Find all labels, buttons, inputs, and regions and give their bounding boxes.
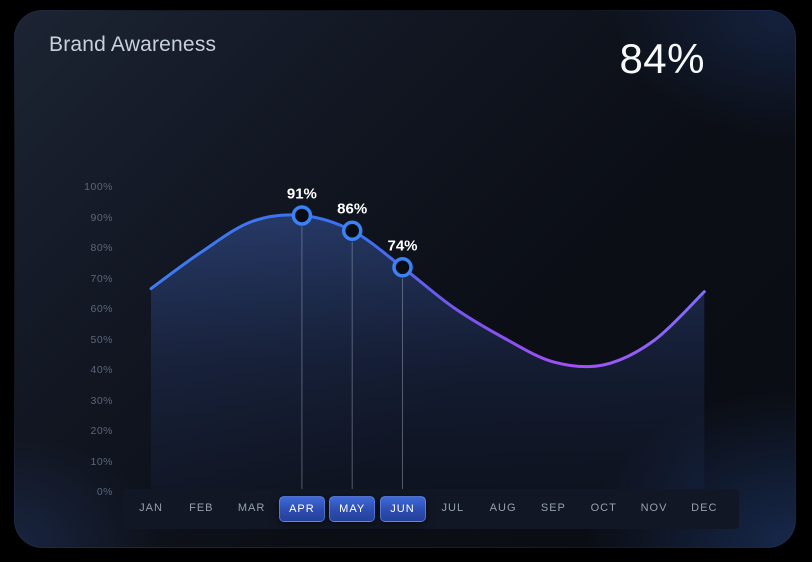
awareness-chart: 100% 90% 80% 70% 60% 50% 40% 30% 20% 10% 0% <box>15 11 795 547</box>
point-value-label-apr: 91% <box>287 185 317 202</box>
y-tick-10: 10% <box>90 455 113 468</box>
point-value-label-may: 86% <box>337 201 367 218</box>
y-tick-0: 0% <box>96 486 113 498</box>
month-label-aug[interactable]: AUG <box>489 502 517 514</box>
month-label-jul[interactable]: JUL <box>441 502 465 514</box>
trend-chart-svg: 91% 86% 74% <box>149 185 706 489</box>
month-button-apr[interactable]: APR <box>278 496 325 522</box>
y-tick-60: 60% <box>90 303 113 315</box>
month-selector-band: JAN FEB MAR APR MAY JUN JUL AUG SEP OCT NOV DEC <box>123 489 739 529</box>
month-label-sep[interactable]: SEP <box>540 502 566 514</box>
data-point-may[interactable] <box>341 220 363 241</box>
y-tick-40: 40% <box>90 364 113 376</box>
y-tick-90: 90% <box>90 211 113 224</box>
brand-awareness-card: Brand Awareness 84% 100% 90% 80% 70% 60% 50% 4… <box>14 10 796 548</box>
month-label-jan[interactable]: JAN <box>139 502 163 514</box>
trend-line <box>149 213 706 369</box>
month-label-oct[interactable]: OCT <box>590 502 617 514</box>
y-tick-50: 50% <box>90 333 113 346</box>
y-tick-80: 80% <box>90 242 113 254</box>
kpi-value: 84% <box>619 35 705 82</box>
month-label-nov[interactable]: NOV <box>640 502 668 514</box>
y-tick-30: 30% <box>90 394 113 407</box>
month-label-feb[interactable]: FEB <box>189 502 214 514</box>
y-tick-20: 20% <box>90 425 113 437</box>
data-point-jun[interactable] <box>392 257 413 278</box>
month-button-may[interactable]: MAY <box>329 496 376 522</box>
point-value-label-jun: 74% <box>387 237 417 254</box>
y-tick-100: 100% <box>84 181 113 193</box>
area-fill <box>151 214 705 489</box>
data-point-apr[interactable] <box>291 205 313 226</box>
month-button-jun[interactable]: JUN <box>379 496 426 522</box>
page-title: Brand Awareness <box>49 33 217 56</box>
month-label-mar[interactable]: MAR <box>237 502 266 514</box>
y-tick-70: 70% <box>90 272 113 285</box>
month-label-dec[interactable]: DEC <box>691 502 718 514</box>
